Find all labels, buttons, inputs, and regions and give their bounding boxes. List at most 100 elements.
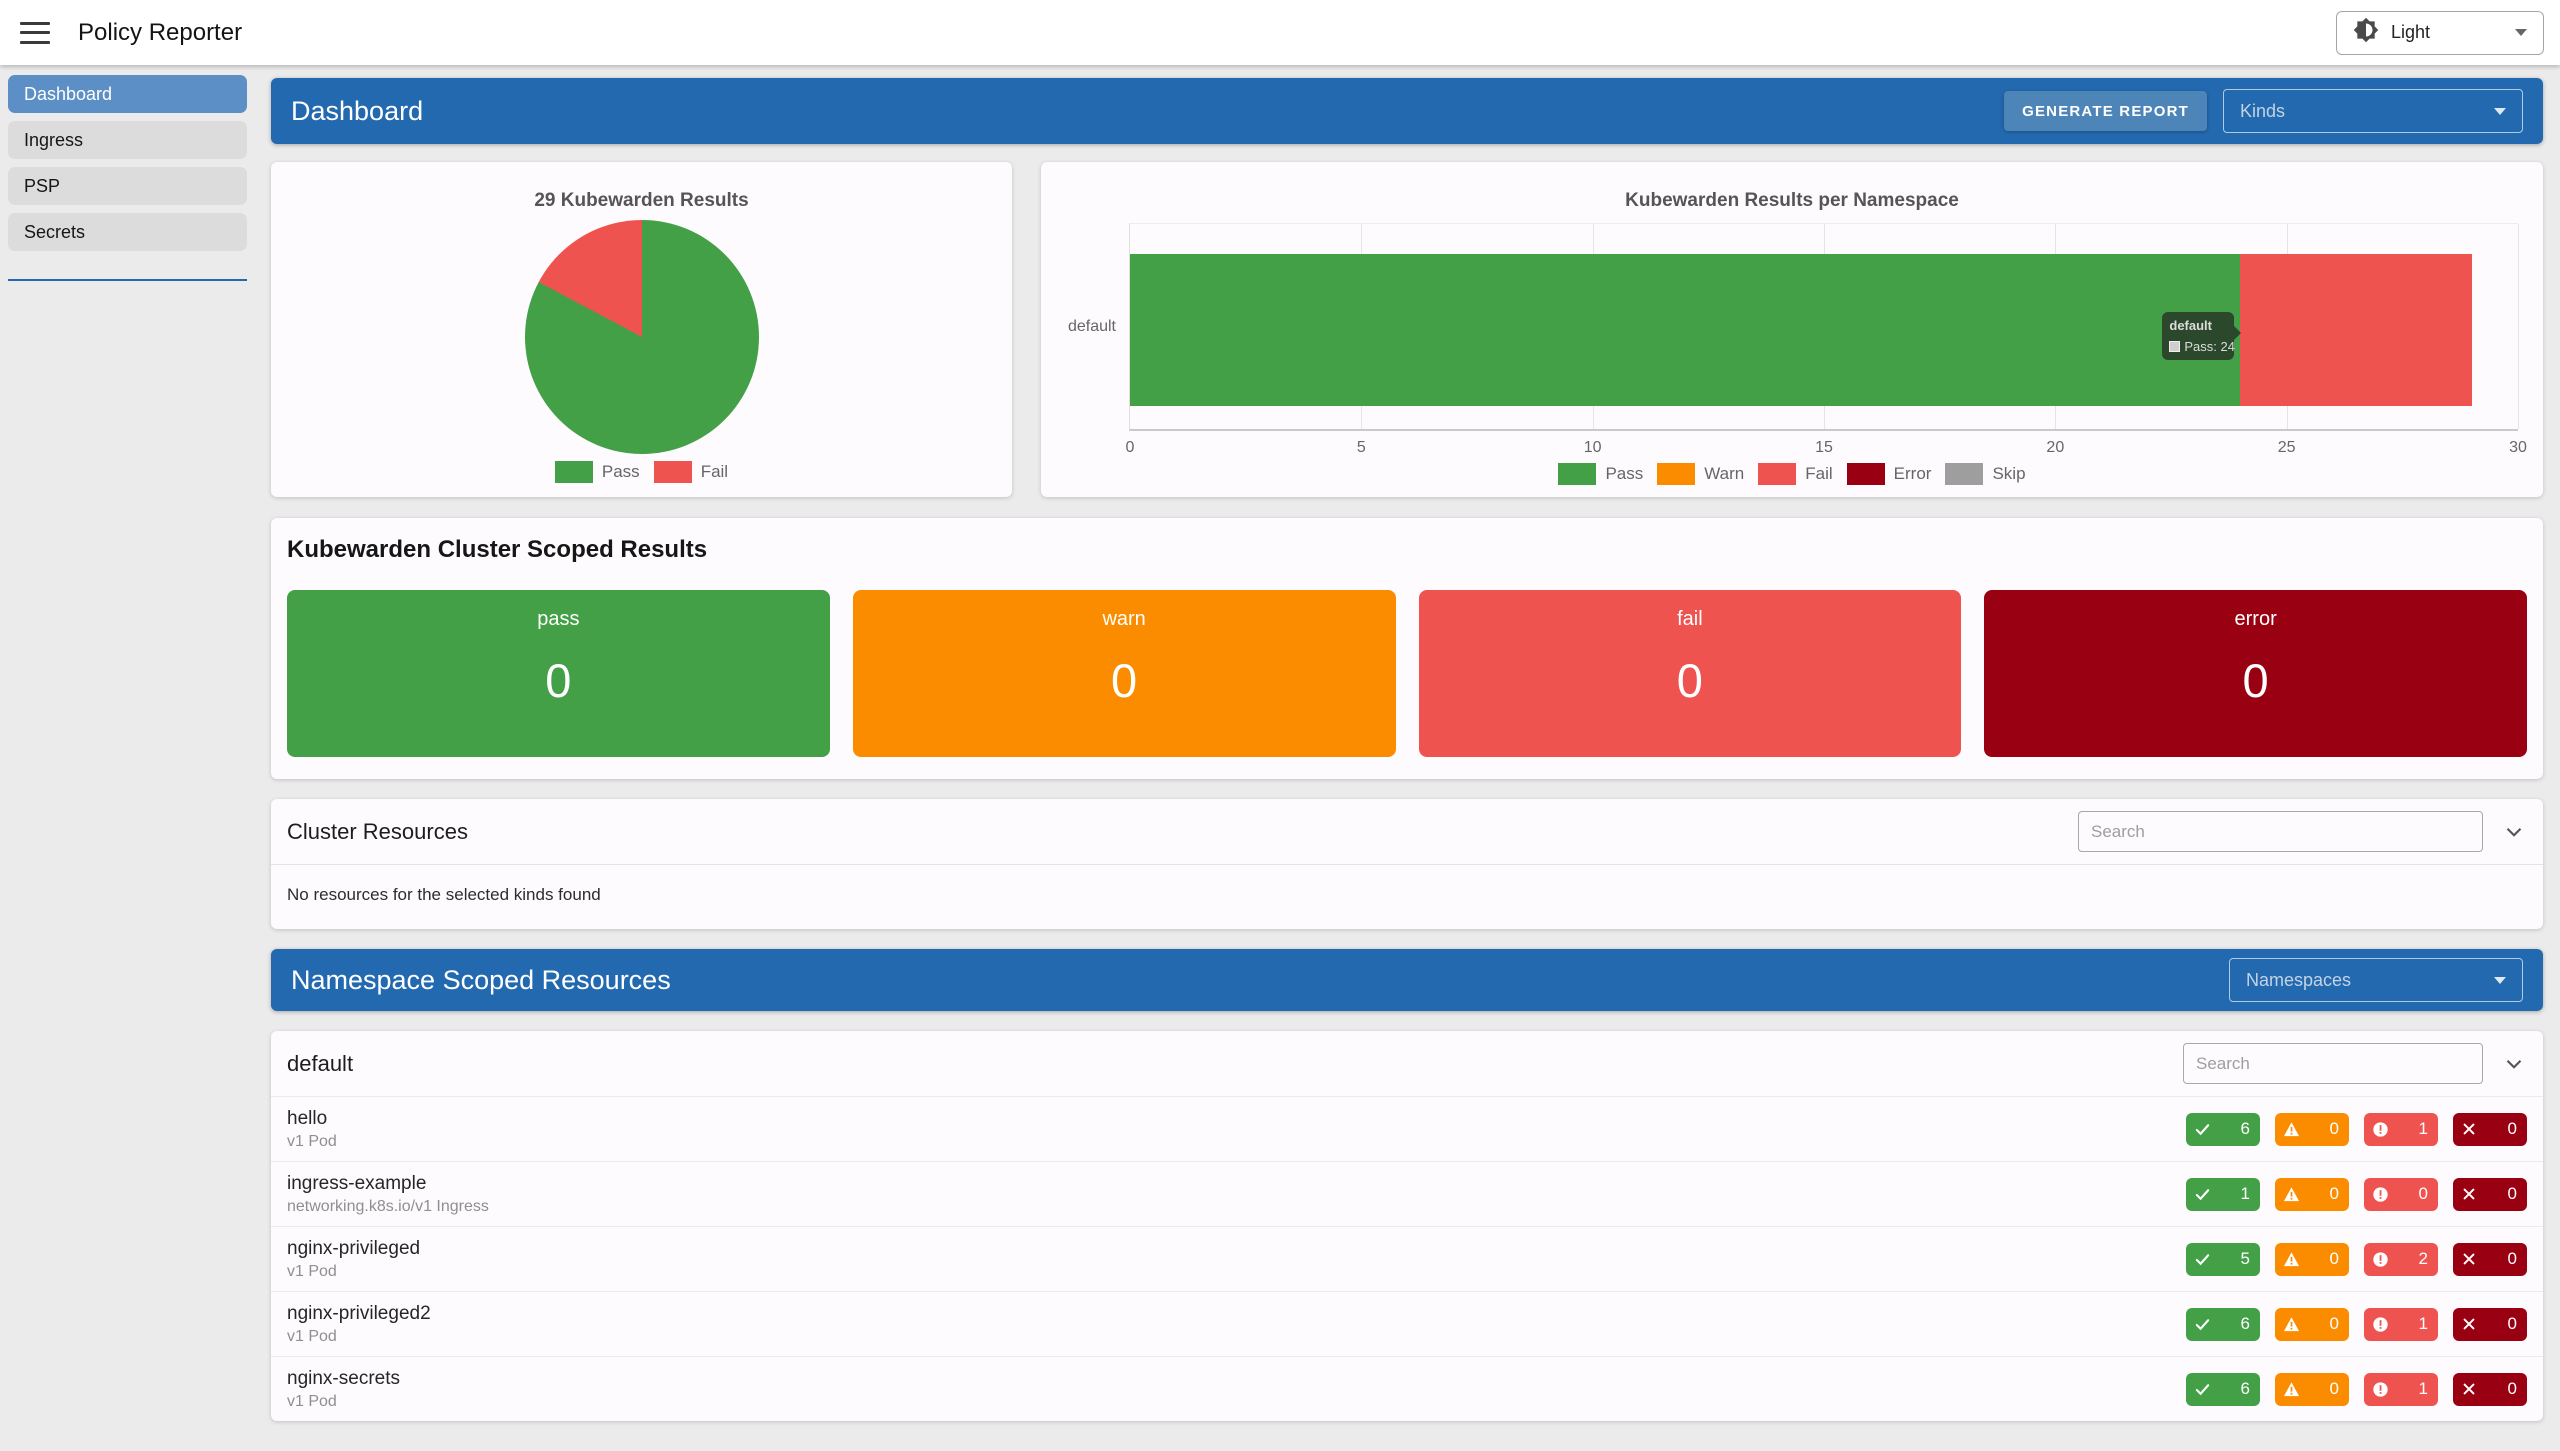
resource-row-nginx-privileged2[interactable]: nginx-privileged2 v1 Pod 6 0 1 [271, 1291, 2543, 1356]
kinds-select[interactable]: Kinds [2223, 89, 2523, 133]
warning-triangle-icon [2283, 1316, 2300, 1331]
exclamation-circle-icon [2373, 1316, 2388, 1332]
status-card-warn: warn 0 [852, 590, 1396, 757]
x-tick: 0 [1125, 439, 1135, 456]
legend-label: Skip [1992, 464, 2026, 483]
sidebar-item-psp[interactable]: PSP [8, 167, 247, 205]
pass-badge: 6 [2186, 1372, 2260, 1406]
fail-count: 1 [2418, 1119, 2428, 1138]
warn-badge: 0 [2275, 1242, 2349, 1276]
error-count: 0 [2507, 1249, 2517, 1268]
collapse-button[interactable] [2501, 1051, 2527, 1077]
error-count: 0 [2507, 1184, 2517, 1203]
fail-badge: 1 [2364, 1112, 2438, 1146]
namespace-bar-card: Kubewarden Results per Namespace default… [1041, 162, 2543, 497]
pass-swatch [554, 461, 593, 483]
kinds-select-label: Kinds [2240, 100, 2286, 121]
warning-triangle-icon [2283, 1121, 2300, 1136]
app-bar: Policy Reporter Light [0, 0, 2560, 65]
legend-item-pass[interactable]: Pass [554, 461, 640, 483]
sidebar-item-ingress[interactable]: Ingress [8, 121, 247, 159]
legend-label: Pass [1605, 464, 1644, 483]
namespaces-select[interactable]: Namespaces [2229, 958, 2523, 1002]
menu-icon[interactable] [20, 21, 50, 44]
cluster-scoped-results-card: Kubewarden Cluster Scoped Results pass 0… [271, 518, 2543, 779]
status-value: 0 [1676, 654, 1703, 707]
pass-count: 5 [2240, 1249, 2250, 1268]
legend-item-skip[interactable]: Skip [1945, 463, 2026, 485]
results-pie-chart [524, 220, 759, 454]
empty-message: No resources for the selected kinds foun… [287, 885, 601, 904]
legend-item-pass[interactable]: Pass [1558, 463, 1643, 485]
error-badge: 0 [2453, 1242, 2527, 1276]
sidebar-item-dashboard[interactable]: Dashboard [8, 75, 247, 113]
status-card-pass: pass 0 [287, 590, 830, 757]
exclamation-circle-icon [2373, 1381, 2388, 1397]
pass-count: 6 [2240, 1314, 2250, 1333]
collapse-button[interactable] [2501, 819, 2527, 845]
exclamation-circle-icon [2373, 1121, 2388, 1137]
error-badge: 0 [2453, 1177, 2527, 1211]
legend-item-warn[interactable]: Warn [1657, 463, 1744, 485]
warn-badge: 0 [2275, 1307, 2349, 1341]
theme-select[interactable]: Light [2336, 10, 2544, 55]
generate-report-button[interactable]: GENERATE REPORT [2004, 91, 2207, 131]
check-icon [2195, 1383, 2210, 1395]
pass-swatch [1558, 463, 1597, 485]
error-count: 0 [2507, 1379, 2517, 1398]
resource-name: nginx-privileged2 [287, 1302, 431, 1324]
status-label: error [2234, 608, 2277, 630]
status-label: fail [1677, 608, 1703, 630]
chevron-down-icon [2515, 29, 2527, 36]
namespace-search-input[interactable] [2183, 1043, 2483, 1084]
check-icon [2195, 1123, 2210, 1135]
x-tick: 30 [2509, 439, 2527, 456]
fail-count: 2 [2418, 1249, 2428, 1268]
cluster-scoped-title: Kubewarden Cluster Scoped Results [287, 536, 708, 563]
status-value: 0 [2242, 654, 2269, 707]
pie-chart-title: 29 Kubewarden Results [534, 190, 749, 211]
legend-item-fail[interactable]: Fail [1758, 463, 1833, 485]
resource-row-ingress-example[interactable]: ingress-example networking.k8s.io/v1 Ing… [271, 1161, 2543, 1226]
legend-label: Pass [601, 462, 640, 481]
fail-badge: 0 [2364, 1177, 2438, 1211]
results-pie-card: 29 Kubewarden Results Pass Fail [271, 162, 1012, 497]
pass-badge: 1 [2186, 1177, 2260, 1211]
resource-row-hello[interactable]: hello v1 Pod 6 0 1 [271, 1096, 2543, 1161]
resource-name: nginx-privileged [287, 1237, 421, 1259]
resource-row-nginx-privileged[interactable]: nginx-privileged v1 Pod 5 0 2 [271, 1226, 2543, 1291]
x-tick: 10 [1583, 439, 1602, 456]
warn-swatch [1657, 463, 1696, 485]
x-icon [2463, 1188, 2475, 1200]
pass-badge: 6 [2186, 1112, 2260, 1146]
warn-count: 0 [2329, 1249, 2339, 1268]
main-content: Dashboard GENERATE REPORT Kinds 29 Kubew… [271, 78, 2543, 1421]
chevron-down-icon [2506, 1059, 2522, 1069]
skip-swatch [1945, 463, 1984, 485]
app-title: Policy Reporter [78, 18, 243, 46]
fail-badge: 2 [2364, 1242, 2438, 1276]
sidebar-item-secrets[interactable]: Secrets [8, 213, 247, 251]
pass-count: 1 [2240, 1184, 2250, 1203]
sidebar-item-label: Ingress [24, 129, 84, 150]
check-icon [2195, 1253, 2210, 1265]
sidebar-item-label: Secrets [24, 221, 86, 242]
status-label: pass [537, 608, 580, 630]
status-value: 0 [545, 654, 572, 707]
pass-badge: 6 [2186, 1307, 2260, 1341]
namespace-default-card: default hello v1 Pod 6 [271, 1031, 2543, 1421]
status-value: 0 [1111, 654, 1138, 707]
warn-count: 0 [2329, 1379, 2339, 1398]
stacked-bar-default [1130, 254, 2518, 406]
legend-item-error[interactable]: Error [1846, 463, 1931, 485]
resource-kind: v1 Pod [287, 1327, 337, 1345]
cluster-resources-search-input[interactable] [2078, 811, 2483, 852]
sidebar-item-label: PSP [24, 175, 61, 196]
resource-kind: networking.k8s.io/v1 Ingress [287, 1197, 489, 1215]
theme-select-value: Light [2391, 22, 2431, 42]
cluster-resources-card: Cluster Resources No resources for the s… [271, 799, 2543, 929]
resource-row-nginx-secrets[interactable]: nginx-secrets v1 Pod 6 0 1 [271, 1356, 2543, 1421]
legend-item-fail[interactable]: Fail [653, 461, 728, 483]
namespace-card-title: default [287, 1050, 354, 1076]
bar-chart-plot: default default Pass: 24 0 5 10 [1068, 223, 2527, 456]
